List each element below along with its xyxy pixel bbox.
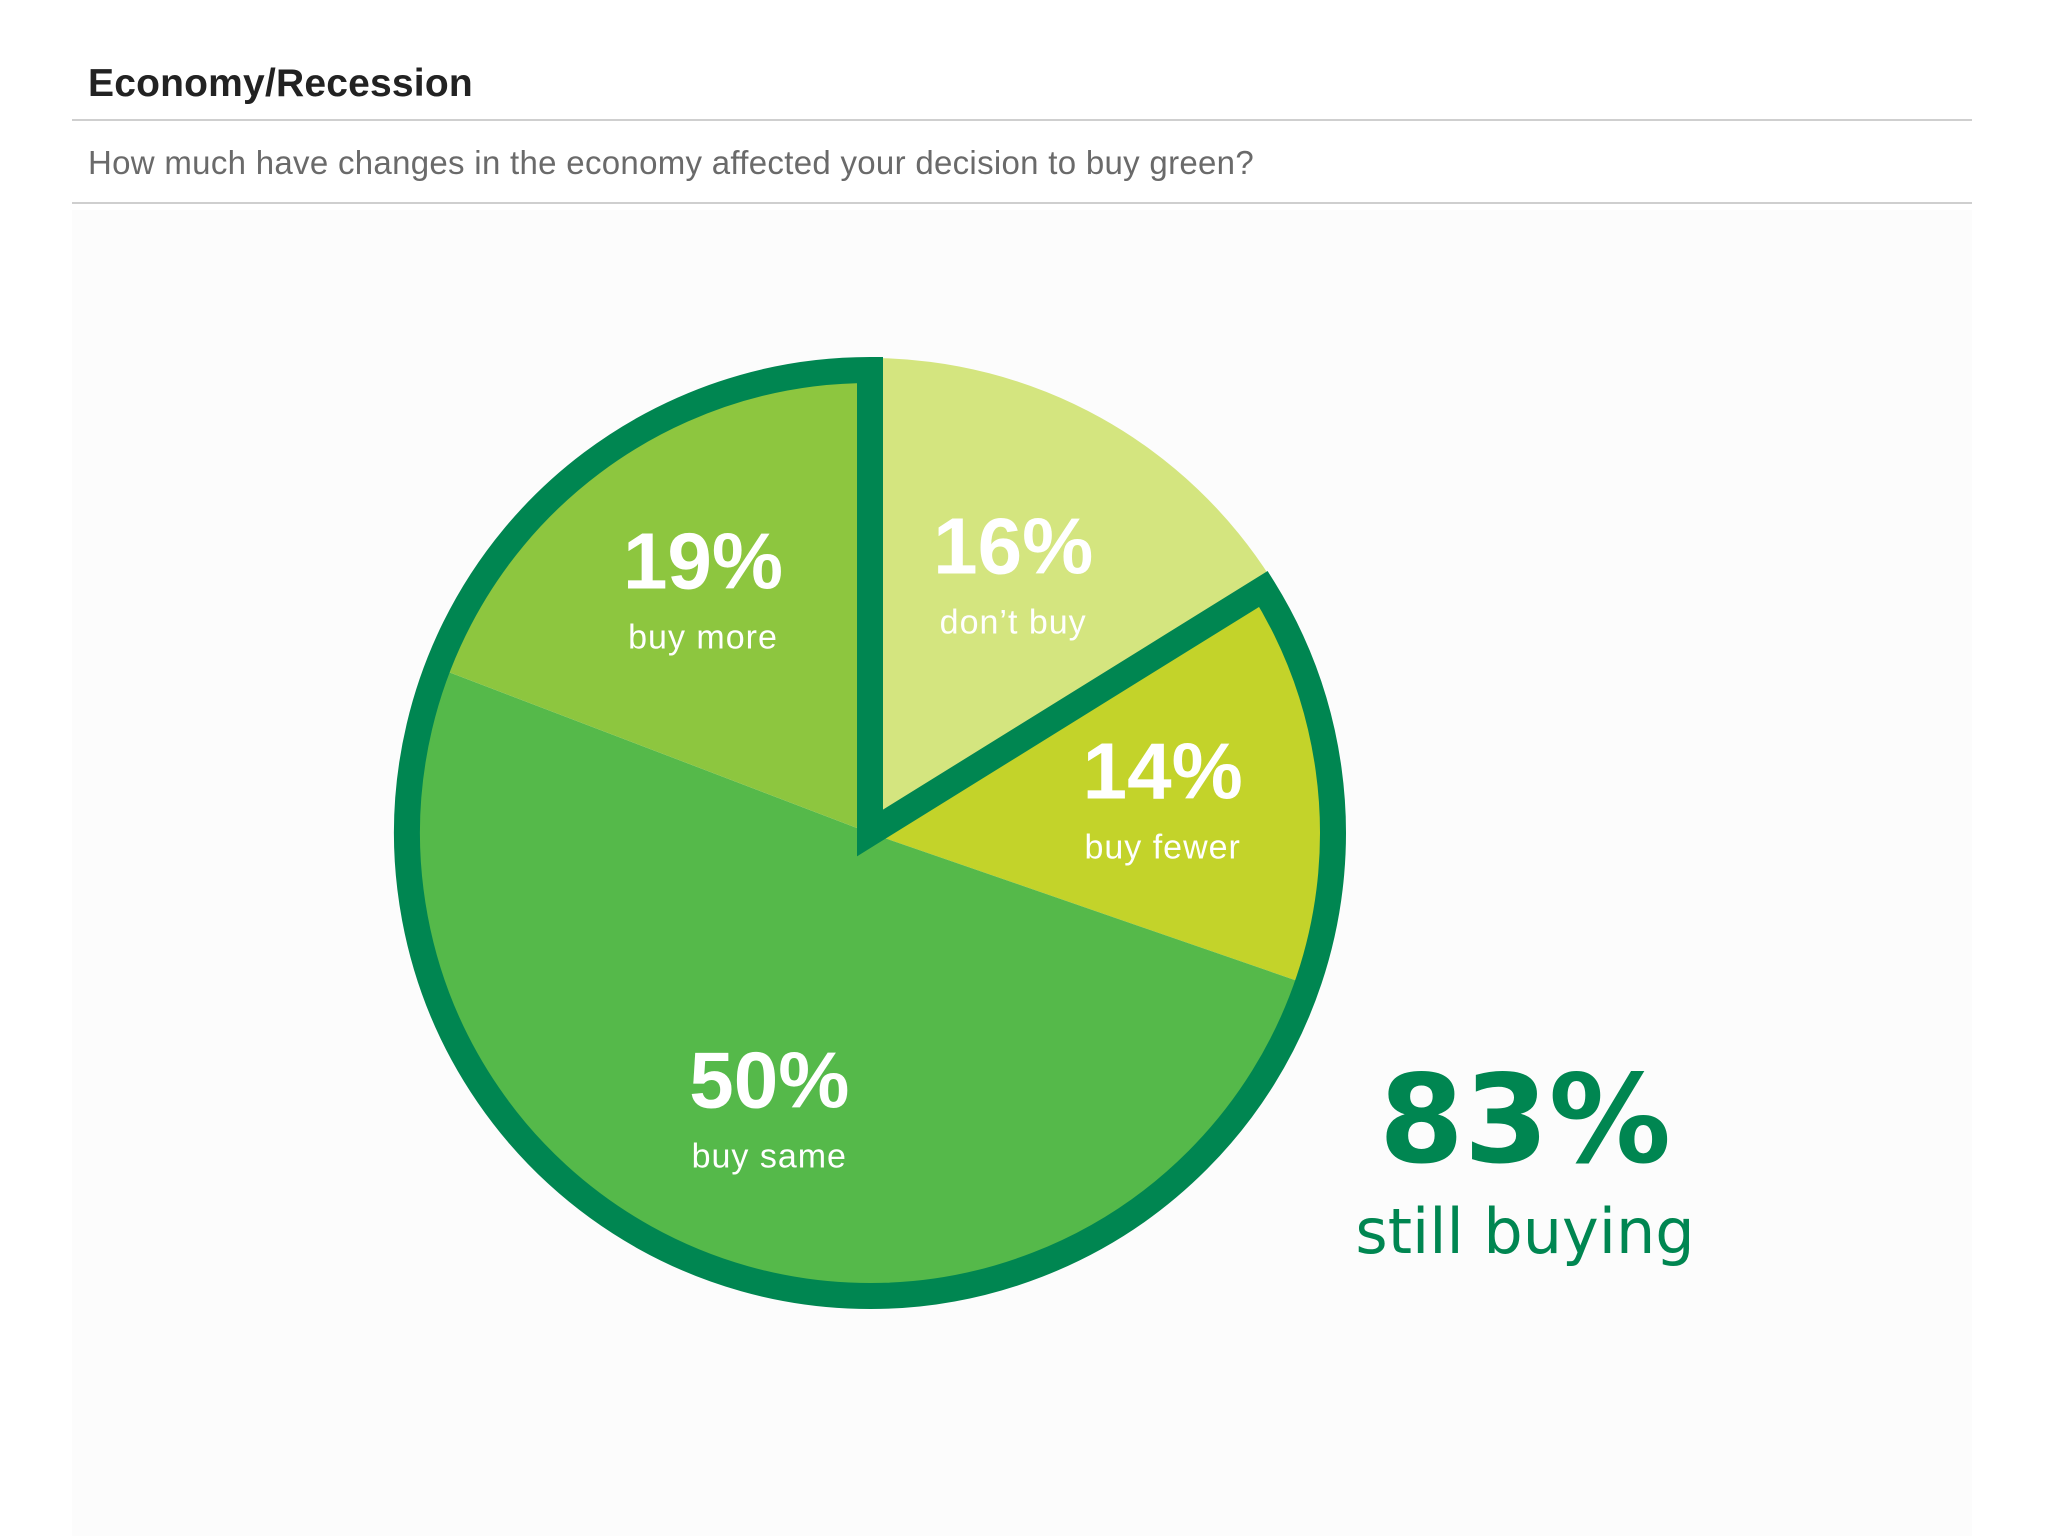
pie-slice-buy-more <box>426 358 870 833</box>
still-buying-outline-path <box>394 356 1346 1309</box>
slice-value-buy-same: 50% <box>689 1036 849 1125</box>
slice-labels: 16% don’t buy 14% buy fewer 50% buy same 19% bu… <box>623 502 1243 1176</box>
still-buying-callout: 83% still buying <box>1355 1049 1694 1268</box>
pie-slice-don-t-buy <box>870 358 1274 833</box>
question-divider <box>72 202 1972 204</box>
slice-value-don-t-buy: 16% <box>933 502 1093 591</box>
slice-label-don-t-buy: don’t buy <box>940 604 1087 642</box>
still-buying-outline <box>394 356 1346 1309</box>
chart-title: Economy/Recession <box>88 62 473 105</box>
callout-percent: 83% <box>1379 1049 1671 1191</box>
chart-question: How much have changes in the economy aff… <box>88 144 1254 181</box>
callout-label: still buying <box>1355 1195 1694 1268</box>
slice-label-buy-fewer: buy fewer <box>1084 828 1240 866</box>
slice-value-buy-fewer: 14% <box>1083 726 1243 815</box>
slice-value-buy-more: 19% <box>623 516 783 605</box>
slice-label-buy-more: buy more <box>628 618 778 656</box>
title-divider <box>72 119 1972 121</box>
pie-slices <box>394 358 1345 1309</box>
pie-slice-buy-fewer <box>870 582 1345 989</box>
pie-slice-buy-same <box>394 663 1319 1309</box>
slice-label-buy-same: buy same <box>692 1138 847 1176</box>
